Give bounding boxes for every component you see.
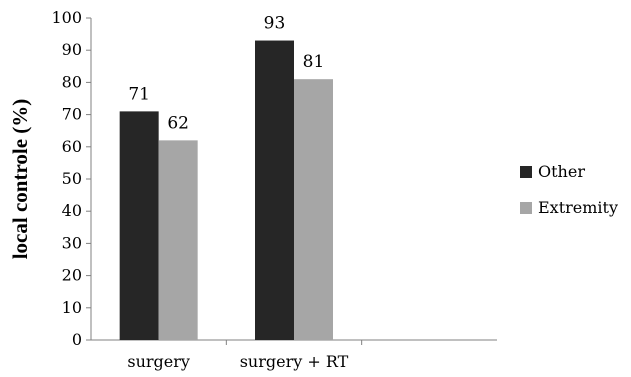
y-axis-label: local controle (%) [8, 99, 32, 260]
data-label: 71 [128, 84, 150, 104]
y-tick-label: 30 [62, 233, 82, 252]
bar [294, 79, 333, 341]
data-label: 93 [264, 14, 286, 34]
y-tick-label: 0 [72, 330, 82, 349]
y-tick-label: 10 [62, 298, 82, 317]
y-tick-label: 80 [62, 72, 82, 91]
legend-swatch [520, 202, 532, 214]
data-label: 81 [303, 52, 325, 72]
bar [158, 140, 198, 340]
y-tick-label: 100 [51, 8, 82, 27]
x-tick-label: surgery [127, 352, 190, 371]
bar [119, 111, 159, 340]
legend: Other Extremity [520, 162, 618, 217]
data-label: 62 [167, 113, 189, 133]
y-tick-label: 50 [62, 169, 82, 188]
bars: 71 62 93 81 [119, 14, 333, 341]
y-ticks: 0 10 20 30 40 50 60 70 80 90 100 [51, 8, 91, 349]
y-tick-label: 90 [62, 40, 82, 59]
x-tick-label: surgery + RT [240, 352, 349, 371]
y-tick-label: 60 [62, 137, 82, 156]
y-tick-label: 70 [62, 105, 82, 124]
legend-label: Other [538, 162, 585, 181]
bar [255, 40, 294, 340]
y-tick-label: 40 [62, 201, 82, 220]
x-tick-labels: surgery surgery + RT [127, 340, 363, 371]
legend-label: Extremity [538, 198, 618, 217]
y-tick-label: 20 [62, 266, 82, 285]
legend-swatch [520, 166, 532, 178]
